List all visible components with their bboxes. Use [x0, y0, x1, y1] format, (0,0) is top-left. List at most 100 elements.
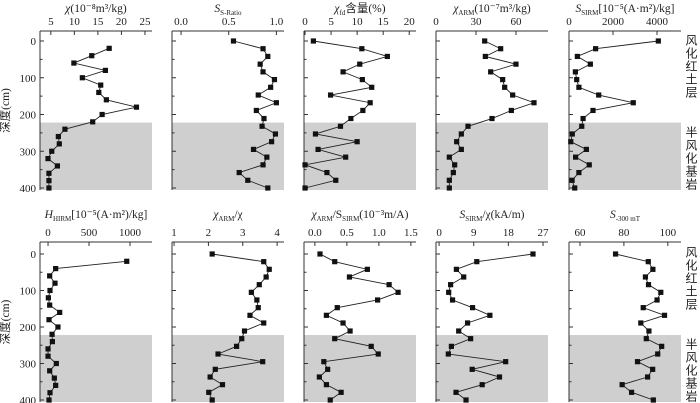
- data-point: [71, 60, 77, 66]
- data-point: [642, 274, 649, 280]
- data-point: [206, 389, 212, 395]
- depth-axis-label: 深度(cm): [0, 88, 12, 133]
- data-point: [257, 61, 263, 67]
- x-tick-label: 60: [511, 16, 523, 28]
- data-point: [332, 336, 338, 342]
- data-point: [46, 178, 52, 184]
- data-point: [658, 289, 664, 295]
- data-point: [310, 38, 316, 44]
- data-point: [630, 100, 636, 106]
- data-point: [56, 141, 62, 147]
- data-point: [367, 100, 373, 106]
- depth-tick-label: 300: [20, 359, 37, 371]
- data-point: [212, 366, 218, 372]
- x-tick-label: 15: [92, 16, 104, 28]
- data-point: [47, 302, 53, 308]
- data-point: [569, 131, 575, 137]
- x-tick-label: 25: [139, 16, 151, 28]
- x-tick-label: 4: [274, 227, 280, 239]
- data-point: [513, 61, 519, 67]
- data-point: [248, 289, 254, 295]
- data-point: [263, 274, 269, 280]
- data-point: [574, 53, 580, 60]
- x-tick-label: 1.0: [269, 16, 283, 28]
- data-point: [334, 305, 340, 311]
- data-point: [645, 374, 651, 380]
- data-point: [634, 359, 641, 365]
- data-point: [574, 76, 580, 83]
- data-point: [268, 84, 274, 90]
- x-tick-label: 500: [81, 227, 98, 239]
- x-tick-label: 0.0: [308, 227, 322, 239]
- data-point: [90, 119, 96, 125]
- data-point: [239, 336, 245, 342]
- data-point: [265, 53, 271, 60]
- x-tick-label: 80: [618, 227, 630, 239]
- data-point: [219, 382, 226, 388]
- data-point: [659, 343, 665, 349]
- panel-title: S-300 mT: [610, 209, 641, 223]
- data-point: [369, 84, 375, 90]
- title-subscript: fd: [339, 9, 345, 17]
- data-point: [324, 169, 330, 176]
- data-point: [446, 177, 452, 183]
- x-tick-label: 20: [404, 16, 416, 28]
- data-point: [347, 328, 353, 334]
- data-point: [55, 133, 61, 140]
- data-point: [572, 69, 578, 75]
- data-point: [261, 115, 267, 122]
- x-tick-label: 0.5: [222, 16, 236, 28]
- panel-8: 0.0 0.5 1.0 1.5 χARM/SSIRM(10⁻³m/A): [303, 209, 418, 403]
- data-point: [446, 154, 452, 160]
- title-text: χ: [333, 3, 340, 15]
- data-point: [325, 366, 331, 372]
- data-point: [261, 259, 267, 265]
- data-point: [593, 46, 599, 52]
- panel-9: 0 9 18 27 SSIRM/χ(kA/m): [435, 209, 549, 403]
- x-tick-label: 15: [378, 16, 390, 28]
- data-point: [354, 139, 360, 145]
- data-point: [207, 374, 213, 380]
- data-point: [645, 282, 652, 288]
- panel-title: SSIRM/χ(kA/m): [459, 209, 524, 223]
- data-point: [638, 320, 644, 326]
- panel-title: HHIRM[10⁻⁵(A·m²)/kg]: [44, 209, 148, 223]
- panel-3: 0 5 10 15 20 χfd含量(%): [302, 1, 416, 191]
- data-point: [487, 312, 493, 318]
- data-point: [646, 328, 652, 334]
- data-point: [49, 148, 55, 154]
- data-point: [327, 92, 334, 98]
- data-point: [47, 287, 53, 294]
- data-point: [47, 273, 53, 279]
- title-text: (10⁻⁷m³/kg): [474, 3, 530, 15]
- bedrock-band: [172, 335, 284, 402]
- data-point: [89, 53, 95, 59]
- data-point: [52, 280, 58, 286]
- data-point: [640, 305, 646, 311]
- data-point: [317, 251, 323, 257]
- title-subscript: SIRM: [342, 215, 360, 223]
- title-subscript: SIRM: [465, 215, 483, 223]
- data-point: [46, 317, 52, 323]
- series-line: [303, 40, 389, 189]
- data-point: [96, 89, 102, 96]
- data-point: [253, 107, 259, 114]
- data-point: [49, 331, 55, 337]
- x-tick-label: 9: [471, 227, 477, 239]
- data-point: [469, 305, 476, 311]
- data-point: [99, 111, 105, 118]
- zone-label-semi-weathered-bedrock: 半风化基岩: [684, 126, 698, 191]
- title-subscript: -300 mT: [616, 215, 641, 223]
- data-point: [458, 146, 464, 153]
- title-text: /S: [333, 209, 343, 221]
- data-point: [573, 154, 579, 160]
- title-text: [10⁻⁵(A·m²)/kg]: [598, 3, 674, 15]
- data-point: [661, 312, 668, 318]
- x-tick-label: 1.5: [404, 227, 418, 239]
- depth-tick-label: 300: [20, 146, 37, 158]
- data-point: [612, 251, 619, 257]
- data-point: [448, 343, 454, 349]
- data-point: [260, 46, 266, 52]
- data-point: [452, 162, 458, 168]
